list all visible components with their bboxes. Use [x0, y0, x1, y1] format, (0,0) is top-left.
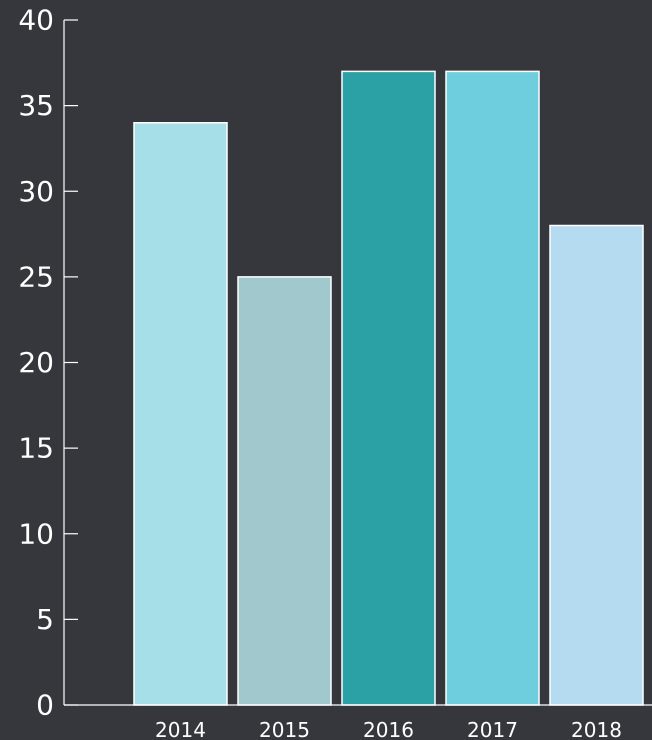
bars: [133, 70, 644, 706]
y-axis-ticks: 0 5 10 15 20 25 30 35 40: [18, 4, 78, 722]
bar-2018: [549, 224, 644, 706]
bar-2015: [237, 276, 332, 706]
y-tick-label: 40: [18, 4, 54, 37]
y-tick-label: 10: [18, 517, 54, 550]
x-tick-label: 2018: [571, 718, 622, 740]
y-tick-label: 0: [36, 689, 54, 722]
bar-2016: [341, 70, 436, 706]
y-tick-label: 20: [18, 346, 54, 379]
y-tick-label: 5: [36, 603, 54, 636]
y-tick-label: 30: [18, 175, 54, 208]
x-tick-label: 2016: [363, 718, 414, 740]
bar-2014: [133, 122, 228, 706]
x-tick-label: 2014: [155, 718, 206, 740]
y-tick-label: 25: [18, 260, 54, 293]
x-tick-label: 2017: [467, 718, 518, 740]
x-tick-label: 2015: [259, 718, 310, 740]
x-axis-labels: 2014 2015 2016 2017 2018: [155, 718, 622, 740]
y-tick-label: 15: [18, 432, 54, 465]
bar-2017: [445, 70, 540, 706]
y-tick-label: 35: [18, 89, 54, 122]
